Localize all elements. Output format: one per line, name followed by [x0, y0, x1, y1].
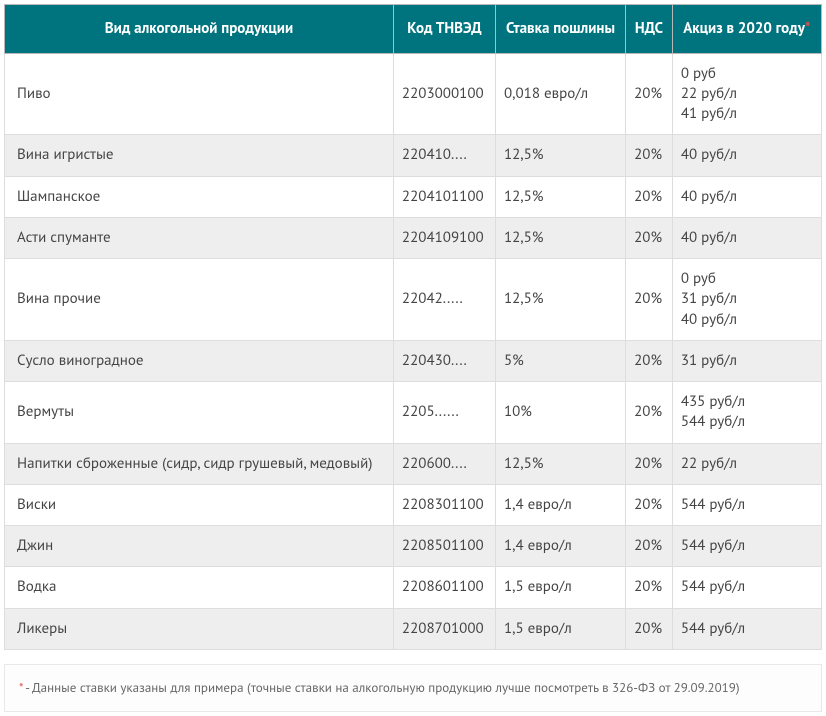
cell-rate: 1,4 евро/л [495, 526, 625, 567]
cell-product: Напитки сброженные (сидр, сидр грушевый,… [5, 443, 394, 484]
cell-excise: 544 руб/л [672, 526, 821, 567]
cell-rate: 0,018 евро/л [495, 53, 625, 135]
cell-excise: 435 руб/л 544 руб/л [672, 382, 821, 444]
col-header-excise: Акциз в 2020 году* [672, 5, 821, 54]
cell-code: 2203000100 [393, 53, 495, 135]
cell-product: Сусло виноградное [5, 340, 394, 381]
cell-code: 2204109100 [393, 217, 495, 258]
cell-product: Вермуты [5, 382, 394, 444]
cell-vat: 20% [626, 608, 673, 649]
table-row: Виски22083011001,4 евро/л20%544 руб/л [5, 484, 822, 525]
col-header-code: Код ТНВЭД [393, 5, 495, 54]
cell-vat: 20% [626, 135, 673, 176]
cell-product: Вина игристые [5, 135, 394, 176]
cell-rate: 12,5% [495, 176, 625, 217]
cell-rate: 5% [495, 340, 625, 381]
cell-code: 2208601100 [393, 567, 495, 608]
cell-product: Водка [5, 567, 394, 608]
table-header-row: Вид алкогольной продукции Код ТНВЭД Став… [5, 5, 822, 54]
cell-vat: 20% [626, 484, 673, 525]
table-row: Вина прочие22042.....12,5%20%0 руб 31 ру… [5, 259, 822, 341]
cell-code: 22042..... [393, 259, 495, 341]
cell-rate: 1,4 евро/л [495, 484, 625, 525]
cell-excise: 40 руб/л [672, 176, 821, 217]
col-header-rate: Ставка пошлины [495, 5, 625, 54]
col-header-product: Вид алкогольной продукции [5, 5, 394, 54]
cell-code: 220410.... [393, 135, 495, 176]
footnote-text: - Данные ставки указаны для примера (точ… [23, 679, 740, 696]
table-row: Шампанское220410110012,5%20%40 руб/л [5, 176, 822, 217]
cell-vat: 20% [626, 176, 673, 217]
cell-vat: 20% [626, 526, 673, 567]
cell-vat: 20% [626, 443, 673, 484]
excise-header-text: Акциз в 2020 году [683, 19, 805, 38]
cell-vat: 20% [626, 53, 673, 135]
table-row: Асти спуманте220410910012,5%20%40 руб/л [5, 217, 822, 258]
cell-excise: 544 руб/л [672, 608, 821, 649]
table-row: Вина игристые220410....12,5%20%40 руб/л [5, 135, 822, 176]
cell-product: Джин [5, 526, 394, 567]
cell-vat: 20% [626, 259, 673, 341]
table-row: Пиво22030001000,018 евро/л20%0 руб 22 ру… [5, 53, 822, 135]
cell-rate: 1,5 евро/л [495, 608, 625, 649]
cell-vat: 20% [626, 340, 673, 381]
table-row: Джин22085011001,4 евро/л20%544 руб/л [5, 526, 822, 567]
cell-vat: 20% [626, 567, 673, 608]
alcohol-duties-table: Вид алкогольной продукции Код ТНВЭД Став… [4, 4, 822, 650]
cell-product: Виски [5, 484, 394, 525]
table-row: Вермуты2205......10%20%435 руб/л 544 руб… [5, 382, 822, 444]
cell-rate: 12,5% [495, 135, 625, 176]
cell-code: 2208501100 [393, 526, 495, 567]
asterisk-icon: * [805, 19, 811, 38]
cell-rate: 12,5% [495, 443, 625, 484]
cell-excise: 0 руб 31 руб/л 40 руб/л [672, 259, 821, 341]
cell-excise: 544 руб/л [672, 567, 821, 608]
cell-excise: 40 руб/л [672, 217, 821, 258]
cell-product: Асти спуманте [5, 217, 394, 258]
footnote: * - Данные ставки указаны для примера (т… [4, 664, 822, 712]
cell-product: Пиво [5, 53, 394, 135]
cell-product: Ликеры [5, 608, 394, 649]
cell-vat: 20% [626, 382, 673, 444]
cell-excise: 31 руб/л [672, 340, 821, 381]
table-row: Водка22086011001,5 евро/л20%544 руб/л [5, 567, 822, 608]
cell-code: 220600.... [393, 443, 495, 484]
cell-code: 2208301100 [393, 484, 495, 525]
table-row: Сусло виноградное220430....5%20%31 руб/л [5, 340, 822, 381]
table-row: Напитки сброженные (сидр, сидр грушевый,… [5, 443, 822, 484]
cell-product: Вина прочие [5, 259, 394, 341]
cell-rate: 12,5% [495, 217, 625, 258]
cell-product: Шампанское [5, 176, 394, 217]
cell-rate: 1,5 евро/л [495, 567, 625, 608]
cell-excise: 22 руб/л [672, 443, 821, 484]
table-row: Ликеры22087010001,5 евро/л20%544 руб/л [5, 608, 822, 649]
cell-vat: 20% [626, 217, 673, 258]
cell-code: 2205...... [393, 382, 495, 444]
cell-excise: 40 руб/л [672, 135, 821, 176]
col-header-vat: НДС [626, 5, 673, 54]
cell-code: 2208701000 [393, 608, 495, 649]
cell-code: 220430.... [393, 340, 495, 381]
cell-excise: 0 руб 22 руб/л 41 руб/л [672, 53, 821, 135]
cell-rate: 12,5% [495, 259, 625, 341]
cell-excise: 544 руб/л [672, 484, 821, 525]
cell-code: 2204101100 [393, 176, 495, 217]
cell-rate: 10% [495, 382, 625, 444]
table-body: Пиво22030001000,018 евро/л20%0 руб 22 ру… [5, 53, 822, 649]
